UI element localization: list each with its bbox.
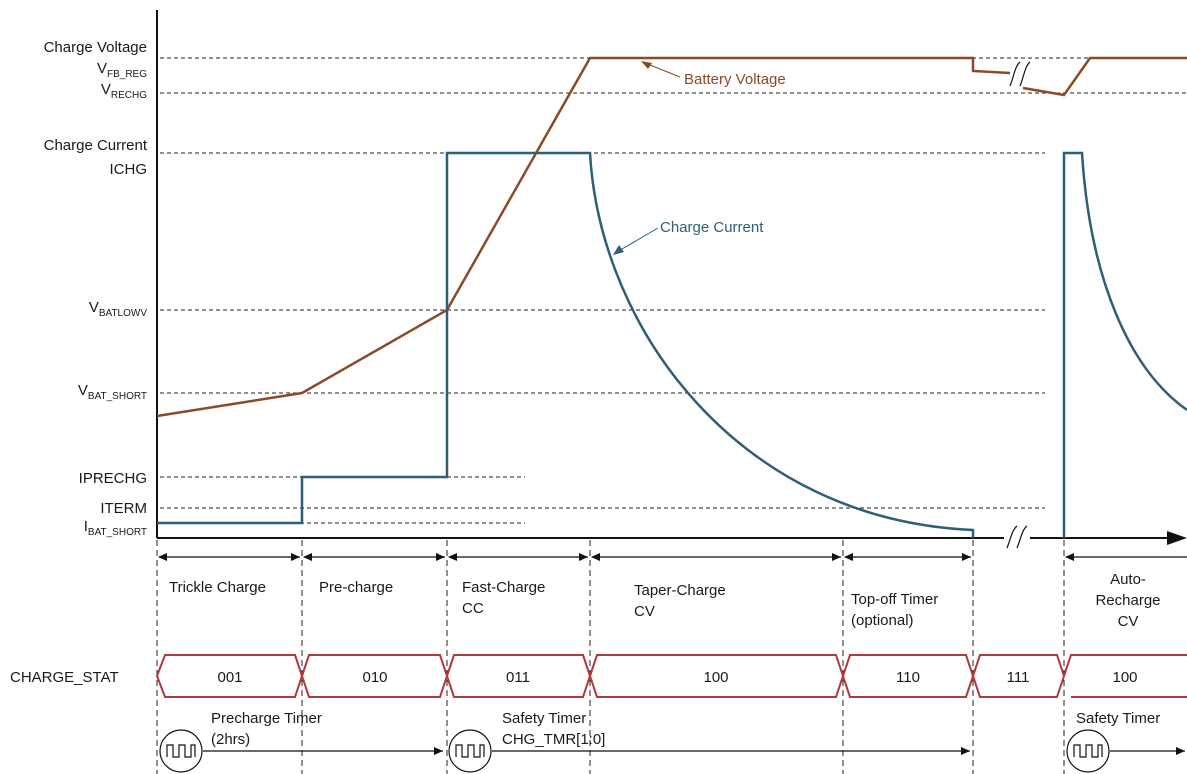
precharge-timer-label-1: Precharge Timer: [211, 710, 322, 727]
stat-code-7: 100: [1112, 669, 1137, 686]
stat-code-3: 011: [506, 669, 530, 686]
charge-current-curve-auto: [1062, 151, 1187, 538]
phase-auto-label-1: Auto-: [1110, 571, 1146, 588]
label-charge-voltage: Charge Voltage: [44, 39, 147, 56]
label-ichg: ICHG: [110, 161, 148, 178]
timer-pulse-icon: [166, 744, 196, 758]
phase-fastcharge-label-1: Fast-Charge: [462, 579, 545, 596]
time-break-symbol-voltage: [1009, 61, 1031, 87]
y-axis-labels: Charge Voltage VFB_REG VRECHG Charge Cur…: [44, 39, 148, 538]
charge-current-curve: [157, 151, 975, 538]
phase-taper-label-2: CV: [634, 603, 655, 620]
safety-timer: Safety Timer CHG_TMR[1:0]: [448, 710, 970, 773]
phase-auto-label-2: Recharge: [1095, 592, 1160, 609]
timer-clock-icon: [1066, 729, 1110, 773]
label-iterm: ITERM: [100, 500, 147, 517]
stat-code-2: 010: [362, 669, 387, 686]
stat-code-5: 110: [896, 669, 920, 686]
x-axis-arrow-icon: [1167, 531, 1187, 545]
battery-voltage-curve-after-break: [1022, 56, 1187, 97]
label-ibat-short: IBAT_SHORT: [84, 518, 147, 538]
timer-clock-icon: [159, 729, 203, 773]
phase-trickle-label: Trickle Charge: [169, 579, 266, 596]
precharge-timer: Precharge Timer (2hrs): [159, 710, 443, 773]
label-vbat-short: VBAT_SHORT: [78, 382, 147, 402]
time-break-symbol-axis: [1004, 525, 1030, 549]
phase-fastcharge-label-2: CC: [462, 600, 484, 617]
phase-auto-label-3: CV: [1118, 613, 1139, 630]
stat-code-6: 111: [1007, 669, 1030, 686]
phase-taper-label-1: Taper-Charge: [634, 582, 726, 599]
safety-timer-auto: Safety Timer: [1066, 710, 1185, 773]
label-vbatlowv: VBATLOWV: [89, 299, 148, 319]
stat-segment-7: [1063, 654, 1187, 698]
battery-voltage-curve: [156, 56, 1011, 418]
safety-timer-auto-label: Safety Timer: [1076, 710, 1160, 727]
phase-precharge-label: Pre-charge: [319, 579, 393, 596]
timer-pulse-icon: [1073, 744, 1103, 758]
battery-voltage-callout: Battery Voltage: [641, 61, 786, 88]
phase-topoff-label-2: (optional): [851, 612, 914, 629]
phase-separators: [156, 540, 1065, 774]
precharge-timer-label-2: (2hrs): [211, 731, 250, 748]
safety-timer-label-1: Safety Timer: [502, 710, 586, 727]
label-vfb-reg: VFB_REG: [97, 60, 147, 80]
charge-current-callout: Charge Current: [613, 219, 764, 255]
label-vrechg: VRECHG: [101, 81, 147, 101]
reference-lines: [160, 57, 1187, 524]
phase-topoff-label-1: Top-off Timer: [851, 591, 938, 608]
timer-clock-icon: [448, 729, 492, 773]
timer-pulse-icon: [455, 744, 485, 758]
safety-timer-label-2: CHG_TMR[1:0]: [502, 731, 605, 748]
phase-labels: Trickle Charge Pre-charge Fast-Charge CC…: [169, 571, 1161, 630]
label-iprechg: IPRECHG: [79, 470, 147, 487]
charge-current-label: Charge Current: [660, 219, 764, 236]
stat-code-1: 001: [217, 669, 242, 686]
charge-stat-bus: 001 010 011 100 110 111 100: [155, 654, 1187, 698]
label-charge-current: Charge Current: [44, 137, 148, 154]
stat-code-4: 100: [703, 669, 728, 686]
battery-voltage-label: Battery Voltage: [684, 71, 786, 88]
charge-stat-label: CHARGE_STAT: [10, 669, 119, 686]
